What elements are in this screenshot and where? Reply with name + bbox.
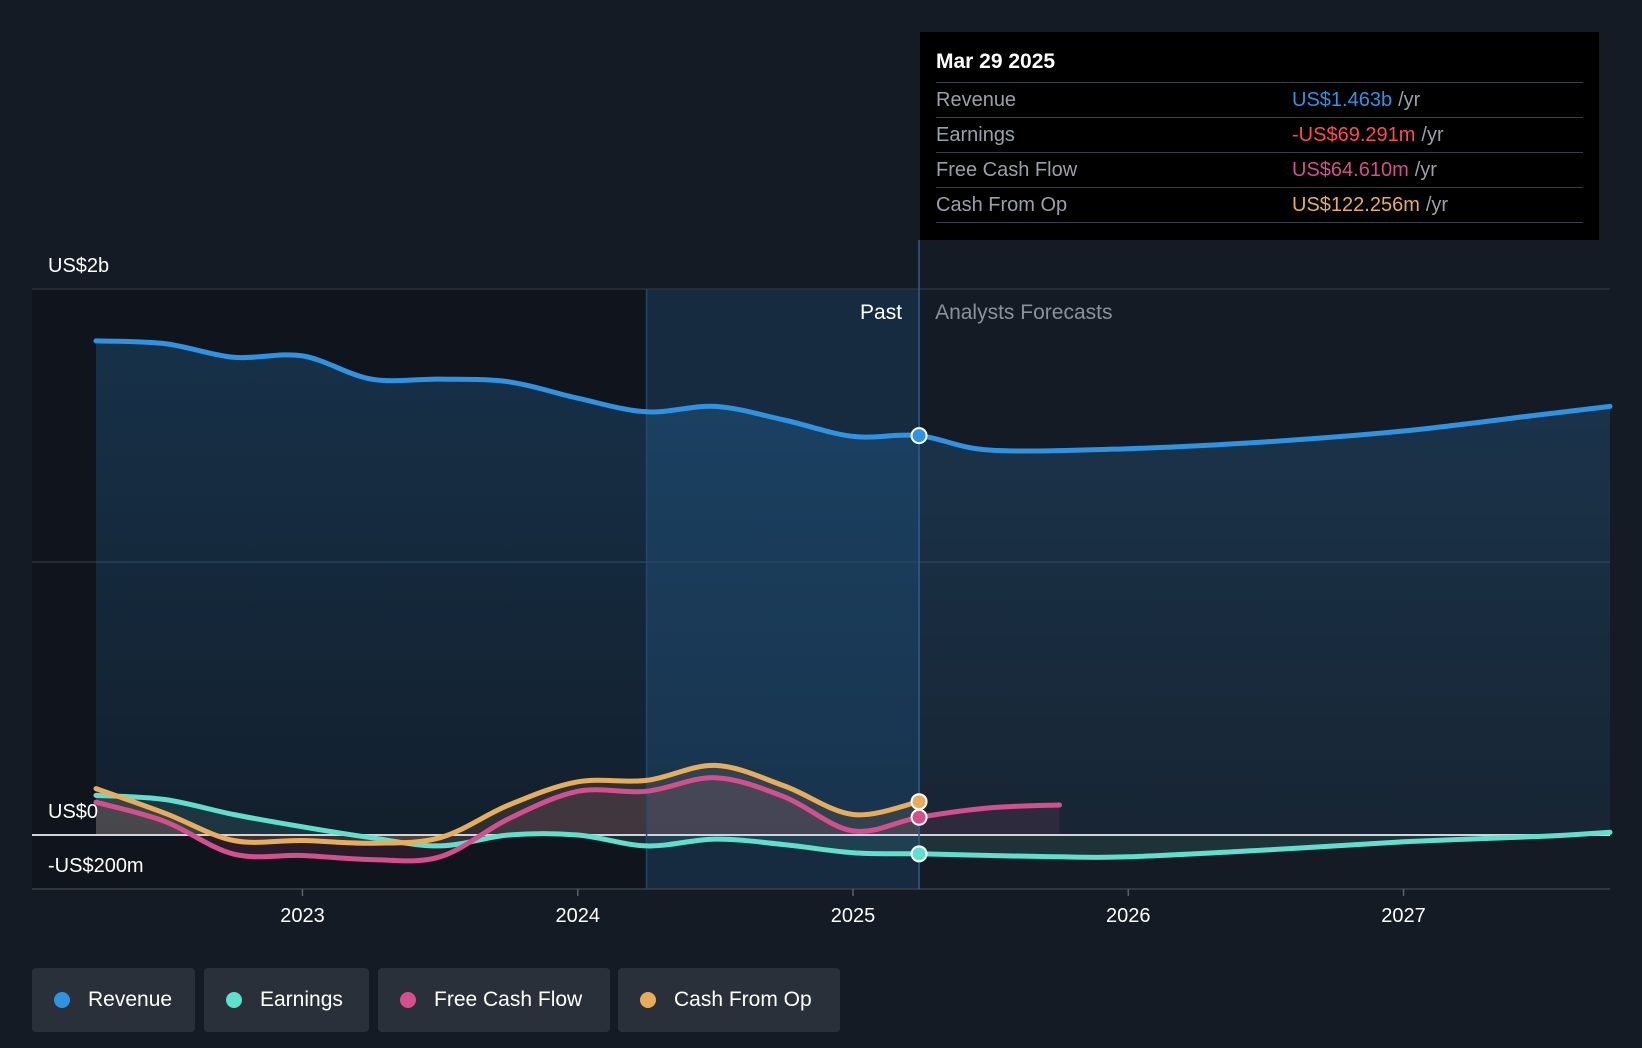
- legend-item-revenue[interactable]: Revenue: [32, 968, 195, 1032]
- revenue-marker: [910, 427, 928, 445]
- tooltip-value: US$122.256m: [1292, 193, 1420, 216]
- tooltip-unit: /yr: [1398, 88, 1421, 111]
- x-tick-label: 2027: [1381, 905, 1426, 927]
- x-tick-label: 2026: [1106, 905, 1151, 927]
- cash-from-op-marker: [910, 793, 928, 811]
- past-label: Past: [860, 301, 902, 324]
- forecast-label: Analysts Forecasts: [935, 301, 1112, 324]
- legend-item-free-cash-flow[interactable]: Free Cash Flow: [378, 968, 610, 1032]
- y-tick-label: US$0: [48, 801, 98, 823]
- free-cash-flow-line: [93, 775, 1062, 864]
- earnings-area: [96, 795, 1610, 858]
- tooltip-unit: /yr: [1425, 193, 1449, 216]
- free-cash-flow-marker: [910, 808, 928, 826]
- tooltip-row-cash-from-op: Cash From Op US$122.256m /yr: [936, 187, 1583, 223]
- legend-label: Cash From Op: [674, 988, 812, 1011]
- tooltip-date: Mar 29 2025: [936, 50, 1056, 73]
- tooltip-label: Free Cash Flow: [936, 158, 1078, 181]
- tooltip-value: -US$69.291m: [1292, 123, 1416, 146]
- earnings-dot-icon: [226, 992, 242, 1008]
- series-lines: [93, 338, 1613, 864]
- earnings-marker: [910, 845, 928, 863]
- cash-from-op-area: [96, 765, 920, 844]
- tooltip-unit: /yr: [1421, 123, 1444, 146]
- tooltip-value: US$64.610m: [1292, 158, 1409, 181]
- y-tick-label: -US$200m: [48, 855, 144, 877]
- free-cash-flow-dot-icon: [400, 992, 416, 1008]
- series-markers: [910, 427, 928, 863]
- legend-label: Free Cash Flow: [434, 988, 583, 1011]
- revenue-line: [93, 338, 1613, 454]
- earnings-line: [93, 792, 1613, 860]
- x-tick-label: 2023: [280, 905, 325, 927]
- tooltip-label: Cash From Op: [936, 193, 1068, 216]
- tooltip-row-revenue: Revenue US$1.463b /yr: [936, 82, 1583, 117]
- tooltip-row-earnings: Earnings -US$69.291m /yr: [936, 117, 1583, 152]
- y-axis-labels: US$2b US$0 -US$200m: [48, 255, 144, 877]
- x-tick-label: 2025: [831, 905, 876, 927]
- tooltip-label: Earnings: [936, 123, 1015, 146]
- tooltip-label: Revenue: [936, 88, 1017, 111]
- tooltip-row-free-cash-flow: Free Cash Flow US$64.610m /yr: [936, 152, 1583, 187]
- x-tick-label: 2024: [555, 905, 600, 927]
- legend-item-cash-from-op[interactable]: Cash From Op: [618, 968, 840, 1032]
- tooltip: Mar 29 2025 Revenue US$1.463b /yr Earnin…: [920, 32, 1599, 240]
- cash-from-op-dot-icon: [640, 992, 656, 1008]
- legend-item-earnings[interactable]: Earnings: [204, 968, 369, 1032]
- x-axis: 2023 2024 2025 2026 2027: [280, 889, 1426, 927]
- cash-from-op-line: [93, 762, 922, 846]
- tooltip-unit: /yr: [1414, 158, 1437, 181]
- y-tick-label: US$2b: [48, 255, 109, 277]
- revenue-dot-icon: [54, 992, 70, 1008]
- revenue-area: [96, 340, 1610, 835]
- tooltip-value: US$1.463b: [1292, 88, 1393, 111]
- legend-label: Revenue: [88, 988, 173, 1011]
- legend-label: Earnings: [260, 988, 343, 1011]
